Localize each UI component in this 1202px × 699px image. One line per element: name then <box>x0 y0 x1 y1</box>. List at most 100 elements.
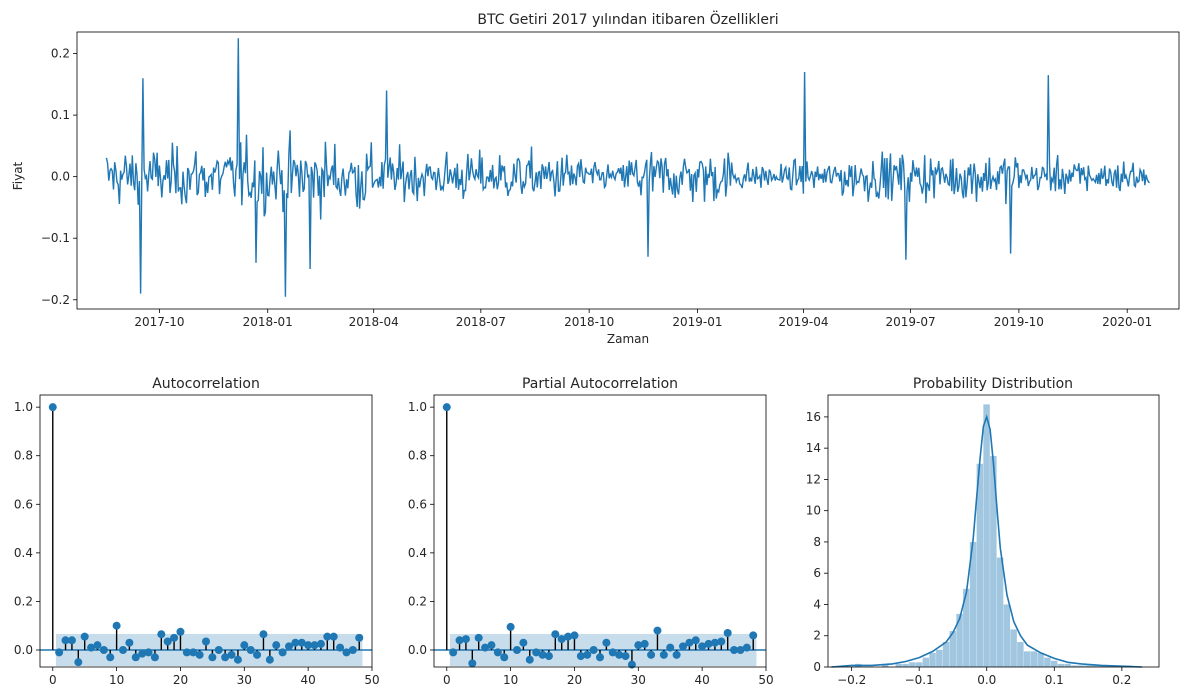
acf-point <box>74 658 83 667</box>
acf-point <box>131 653 140 662</box>
acf-point <box>61 636 70 645</box>
pacf-point <box>666 643 675 652</box>
acf-point <box>80 632 89 641</box>
pacf-point <box>640 639 649 648</box>
returns-y-tick-3: 0.1 <box>51 108 70 122</box>
histogram-bar <box>1037 652 1044 667</box>
histogram-bar <box>1017 641 1024 667</box>
returns-series-line <box>105 38 1151 297</box>
pacf-point <box>487 641 496 650</box>
pacf-point <box>621 652 630 661</box>
histogram-bar <box>1057 663 1065 667</box>
pacf-point <box>704 639 713 648</box>
acf-point <box>176 627 185 636</box>
acf-point <box>106 653 115 662</box>
acf-point <box>329 632 338 641</box>
returns-x-tick-4: 2018-10 <box>564 315 614 329</box>
pacf-x-tick-4: 40 <box>695 673 710 687</box>
pacf-point <box>710 638 719 647</box>
distribution-y-tick-4: 8 <box>813 535 821 549</box>
pacf-x-tick-2: 20 <box>567 673 582 687</box>
axes-frame <box>827 394 1160 668</box>
acf-point <box>55 648 64 657</box>
acf-point <box>285 642 293 651</box>
histogram-bar <box>929 652 936 667</box>
acf-y-tick-0: 0.0 <box>14 643 33 657</box>
returns-x-tick-9: 2020-01 <box>1102 315 1152 329</box>
acf-y-tick-3: 0.6 <box>14 497 33 511</box>
axes-frame <box>39 394 373 668</box>
pacf-y-tick-3: 0.6 <box>408 497 427 511</box>
acf-point <box>214 646 223 654</box>
acf-x-tick-3: 30 <box>237 673 252 687</box>
returns-chart-title: BTC Getiri 2017 yılından itibaren Özelli… <box>477 10 778 28</box>
pacf-point <box>672 650 681 659</box>
pacf-point <box>557 635 566 644</box>
acf-point <box>227 650 236 659</box>
returns-line-chart: BTC Getiri 2017 yılından itibaren Özelli… <box>11 10 1180 346</box>
pacf-point <box>685 638 694 647</box>
acf-point <box>99 646 108 654</box>
pacf-point <box>500 653 509 662</box>
pacf-point <box>749 631 758 640</box>
pacf-point <box>730 646 739 654</box>
histogram-bar <box>1098 665 1105 667</box>
acf-point <box>138 649 147 658</box>
histogram-bar <box>956 613 963 667</box>
pacf-point <box>442 403 451 412</box>
histogram-bar <box>1084 665 1092 667</box>
distribution-chart: Probability Distribution −0.2 −0.1 0.0 0.1 0… <box>806 376 1160 687</box>
acf-chart: Autocorrelation 0 10 20 30 40 50 0.0 0.2 0.4 0.6 0… <box>14 376 380 687</box>
returns-y-tick-1: −0.1 <box>41 231 70 245</box>
returns-y-axis-label: Fiyat <box>11 161 25 190</box>
distribution-x-tick-3: 0.1 <box>1045 673 1064 687</box>
acf-point <box>233 655 242 664</box>
distribution-y-tick-8: 16 <box>806 410 821 424</box>
histogram-bar <box>1030 651 1038 667</box>
acf-point <box>310 641 319 650</box>
acf-x-tick-5: 50 <box>364 673 379 687</box>
pacf-y-tick-2: 0.4 <box>408 546 427 560</box>
pacf-y-tick-1: 0.2 <box>408 594 427 608</box>
pacf-point <box>576 652 585 661</box>
acf-point <box>304 641 313 650</box>
acf-point <box>278 648 287 657</box>
pacf-point <box>468 659 477 668</box>
acf-point <box>189 648 198 657</box>
pacf-point <box>519 638 528 647</box>
acf-point <box>355 633 364 642</box>
acf-y-tick-4: 0.8 <box>14 449 33 463</box>
histogram-bar <box>882 663 889 667</box>
pacf-chart: Partial Autocorrelation 0 10 20 30 40 50 0.0 0.… <box>408 376 774 687</box>
acf-point <box>272 641 281 650</box>
histogram-bar <box>895 663 903 667</box>
histogram-bar <box>1071 665 1078 667</box>
distribution-y-tick-7: 14 <box>806 441 821 455</box>
pacf-point <box>691 636 700 645</box>
acf-point <box>125 638 134 647</box>
acf-point <box>246 646 255 654</box>
acf-point <box>208 653 217 662</box>
pacf-point <box>615 650 624 659</box>
returns-x-tick-7: 2019-07 <box>885 315 935 329</box>
acf-point <box>67 636 76 645</box>
pacf-point <box>589 646 598 654</box>
histogram-bar <box>969 541 977 667</box>
acf-point <box>291 638 300 647</box>
pacf-point <box>634 641 643 650</box>
pacf-point <box>525 655 534 664</box>
returns-x-tick-3: 2018-07 <box>456 315 506 329</box>
histogram-bar <box>983 404 990 667</box>
pacf-point <box>653 626 662 635</box>
pacf-point <box>736 646 745 654</box>
acf-point <box>182 648 191 657</box>
pacf-point <box>679 642 687 651</box>
acf-point <box>144 648 153 657</box>
acf-point <box>342 648 351 657</box>
acf-point <box>221 653 230 662</box>
pacf-x-tick-3: 30 <box>631 673 646 687</box>
pacf-point <box>717 637 726 646</box>
acf-point <box>348 646 357 654</box>
acf-y-tick-5: 1.0 <box>14 400 33 414</box>
pacf-y-tick-5: 1.0 <box>408 400 427 414</box>
